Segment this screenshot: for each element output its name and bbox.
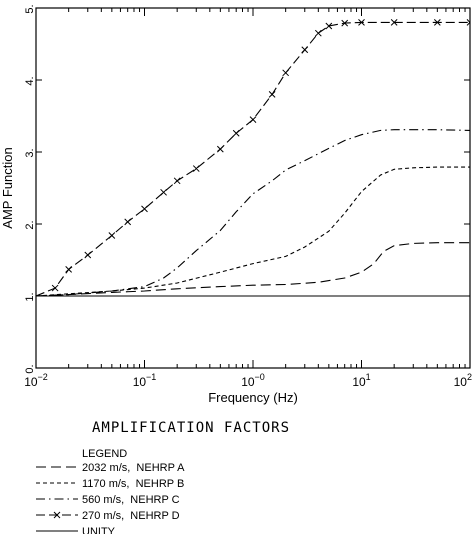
x-marker bbox=[124, 218, 132, 226]
x-marker bbox=[232, 129, 240, 137]
y-tick-label: 1. bbox=[24, 292, 36, 301]
chart-subtitle: AMPLIFICATION FACTORS bbox=[92, 420, 290, 436]
x-marker bbox=[216, 145, 224, 153]
x-marker bbox=[390, 19, 398, 26]
x-marker bbox=[301, 46, 309, 54]
y-tick-label: 2. bbox=[24, 220, 36, 229]
legend-label: 1170 m/s, NEHRP B bbox=[82, 478, 184, 490]
x-tick-label: 10−0 bbox=[241, 372, 265, 389]
series-line-2032-m-s-nehrp-a bbox=[36, 242, 470, 297]
series-line-560-m-s-nehrp-c bbox=[36, 129, 470, 297]
y-axis-label: AMP Function bbox=[0, 147, 15, 228]
plot-frame bbox=[35, 7, 471, 369]
x-marker bbox=[314, 29, 322, 37]
x-tick-label: 10−2 bbox=[24, 372, 48, 389]
x-marker bbox=[249, 116, 257, 123]
legend-label: 270 m/s, NEHRP D bbox=[82, 510, 180, 522]
series-line-270-m-s-nehrp-d bbox=[36, 21, 470, 297]
legend-title: LEGEND bbox=[82, 448, 127, 460]
x-marker bbox=[141, 205, 148, 213]
x-marker bbox=[268, 91, 276, 98]
x-tick-label: 102 bbox=[454, 372, 472, 389]
x-marker bbox=[466, 19, 470, 26]
x-marker bbox=[341, 19, 349, 27]
legend-label: 2032 m/s, NEHRP A bbox=[82, 462, 185, 474]
x-marker bbox=[84, 251, 92, 259]
x-marker bbox=[282, 69, 290, 77]
x-marker bbox=[358, 19, 365, 26]
marker-layer bbox=[51, 19, 470, 292]
x-marker bbox=[192, 165, 200, 172]
y-tick-label: 4. bbox=[24, 76, 36, 85]
y-tick-label: 5. bbox=[24, 4, 36, 13]
x-tick-label: 101 bbox=[352, 372, 370, 389]
x-tick-label: 10−1 bbox=[133, 372, 157, 389]
x-marker bbox=[173, 177, 181, 185]
x-marker bbox=[325, 22, 333, 30]
y-tick-label: 3. bbox=[24, 148, 36, 157]
y-axis: 0. 1. 2. 3. 4. 5. bbox=[24, 4, 470, 374]
x-marker bbox=[160, 188, 167, 196]
y-tick-label: 0. bbox=[24, 364, 36, 373]
x-marker bbox=[51, 284, 59, 292]
legend-x-marker bbox=[53, 511, 61, 519]
legend-label: UNITY bbox=[82, 526, 116, 534]
x-axis-label: Frequency (Hz) bbox=[208, 390, 298, 405]
series-line-1170-m-s-nehrp-b bbox=[36, 166, 470, 297]
x-axis: 10−2 10−1 10−0 101 102 bbox=[24, 8, 472, 389]
series-layer bbox=[36, 21, 470, 297]
x-marker bbox=[433, 19, 441, 26]
legend: 2032 m/s, NEHRP A 1170 m/s, NEHRP B 560 m/… bbox=[36, 462, 185, 534]
x-marker bbox=[108, 232, 116, 239]
legend-label: 560 m/s, NEHRP C bbox=[82, 494, 180, 506]
x-marker bbox=[65, 266, 73, 273]
